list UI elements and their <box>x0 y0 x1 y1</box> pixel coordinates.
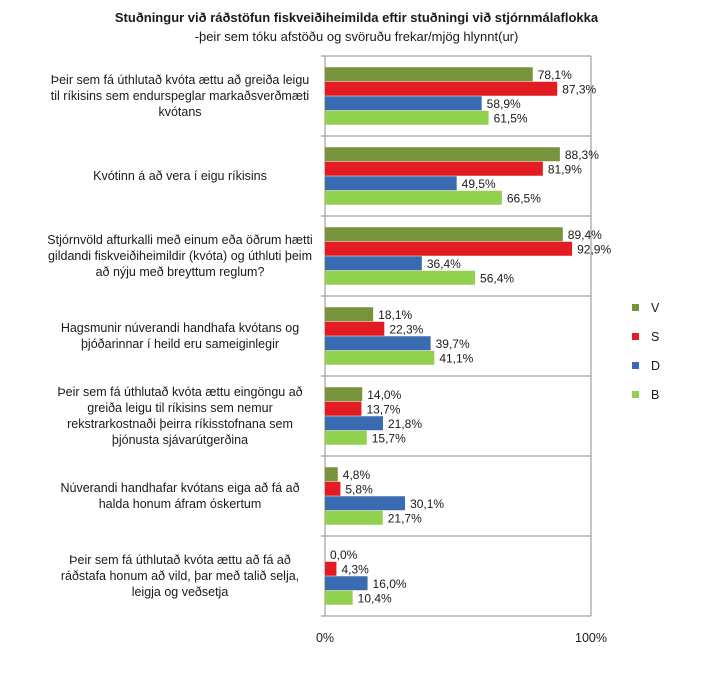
bar-b <box>325 110 489 125</box>
category-label: Núverandi handhafar kvótans eiga að fá a… <box>60 481 300 511</box>
data-label-b: 56,4% <box>480 271 514 285</box>
legend-label: V <box>651 300 660 315</box>
bar-v <box>325 67 533 82</box>
x-tick-label: 100% <box>575 631 607 645</box>
chart-title: Stuðningur við ráðstöfun fiskveiðiheimil… <box>114 10 599 25</box>
category-label: Stjórnvöld afturkalli með einum eða öðru… <box>47 233 313 279</box>
bar-s <box>325 481 341 496</box>
data-label-v: 4,8% <box>343 468 371 482</box>
bar-s <box>325 81 558 96</box>
bar-b <box>325 590 353 605</box>
data-label-d: 30,1% <box>410 497 444 511</box>
bar-d <box>325 336 431 351</box>
x-tick-label: 0% <box>316 631 334 645</box>
data-label-s: 92,9% <box>577 242 611 256</box>
bar-d <box>325 576 368 591</box>
data-label-d: 21,8% <box>388 417 422 431</box>
bar-v <box>325 227 563 242</box>
category-label: Þeir sem fá úthlutað kvóta ættu að greið… <box>50 73 310 119</box>
bar-d <box>325 176 457 191</box>
legend-swatch <box>632 333 639 340</box>
bar-s <box>325 241 573 256</box>
bar-b <box>325 430 367 445</box>
bar-s <box>325 321 385 336</box>
bar-b <box>325 270 476 285</box>
data-label-v: 88,3% <box>565 148 599 162</box>
data-label-b: 66,5% <box>507 191 541 205</box>
data-label-v: 0,0% <box>330 548 358 562</box>
category-label: Þeir sem fá úthlutað kvóta ættu að fá að… <box>60 553 300 599</box>
data-label-s: 13,7% <box>366 402 400 416</box>
bar-v <box>325 147 560 162</box>
legend-item-s: S <box>632 322 660 351</box>
data-label-s: 5,8% <box>345 482 373 496</box>
bar-d <box>325 416 383 431</box>
data-label-b: 61,5% <box>494 111 528 125</box>
legend-label: S <box>651 329 660 344</box>
data-label-v: 89,4% <box>568 228 602 242</box>
data-label-d: 49,5% <box>462 177 496 191</box>
bar-b <box>325 190 502 205</box>
data-label-s: 4,3% <box>341 562 369 576</box>
bar-s <box>325 561 337 576</box>
data-label-b: 15,7% <box>372 431 406 445</box>
bar-b <box>325 510 383 525</box>
bar-b <box>325 350 435 365</box>
bar-d <box>325 496 406 511</box>
data-label-s: 22,3% <box>389 322 423 336</box>
data-label-v: 14,0% <box>367 388 401 402</box>
legend-swatch <box>632 304 639 311</box>
chart-subtitle: -þeir sem tóku afstöðu og svöruðu frekar… <box>194 29 519 44</box>
bar-s <box>325 401 362 416</box>
legend-label: B <box>651 387 660 402</box>
data-label-d: 36,4% <box>427 257 461 271</box>
legend-swatch <box>632 391 639 398</box>
data-label-s: 87,3% <box>562 82 596 96</box>
bar-v <box>325 387 363 402</box>
legend-item-d: D <box>632 351 660 380</box>
bar-v <box>325 307 374 322</box>
data-label-v: 78,1% <box>538 68 572 82</box>
legend-label: D <box>651 358 661 373</box>
legend-item-b: B <box>632 380 660 409</box>
category-label: Kvótinn á að vera í eigu ríkisins <box>93 169 267 183</box>
legend-swatch <box>632 362 639 369</box>
data-label-v: 18,1% <box>378 308 412 322</box>
category-label: Hagsmunir núverandi handhafa kvótans og … <box>60 321 300 351</box>
legend-item-v: V <box>632 293 660 322</box>
data-label-b: 21,7% <box>388 511 422 525</box>
data-label-d: 16,0% <box>373 577 407 591</box>
category-label: Þeir sem fá úthlutað kvóta ættu eingöngu… <box>57 385 303 447</box>
bar-d <box>325 96 482 111</box>
bar-d <box>325 256 422 271</box>
data-label-d: 39,7% <box>436 337 470 351</box>
data-label-d: 58,9% <box>487 97 521 111</box>
bar-s <box>325 161 543 176</box>
data-label-s: 81,9% <box>548 162 582 176</box>
bar-v <box>325 467 338 482</box>
data-label-b: 41,1% <box>439 351 473 365</box>
data-label-b: 10,4% <box>358 591 392 605</box>
